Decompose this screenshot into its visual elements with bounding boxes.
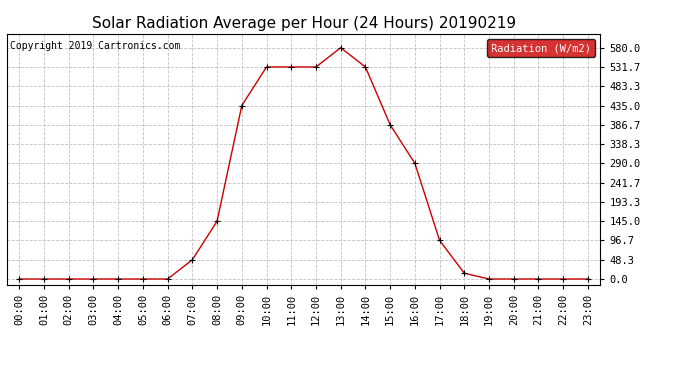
Title: Solar Radiation Average per Hour (24 Hours) 20190219: Solar Radiation Average per Hour (24 Hou…: [92, 16, 515, 31]
Text: Copyright 2019 Cartronics.com: Copyright 2019 Cartronics.com: [10, 41, 180, 51]
Legend: Radiation (W/m2): Radiation (W/m2): [486, 39, 595, 57]
